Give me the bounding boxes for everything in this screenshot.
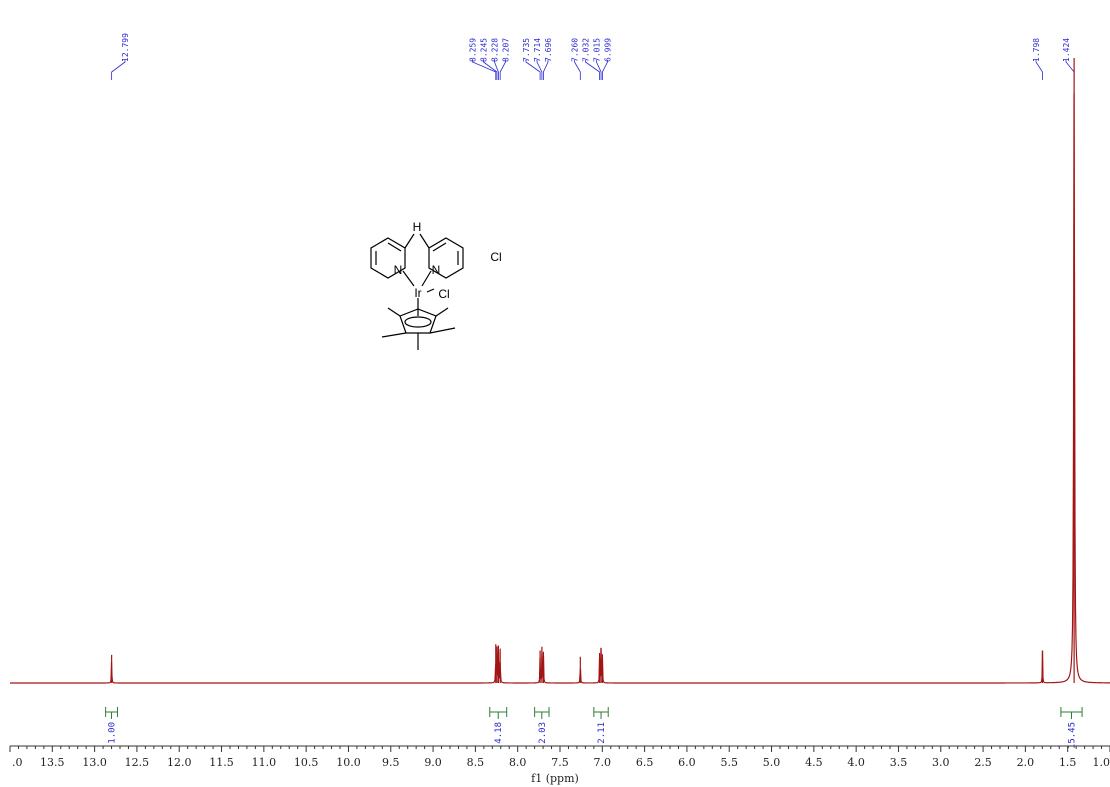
counter-ion-label: Cl bbox=[490, 250, 501, 264]
x-tick-label: 5.5 bbox=[720, 756, 738, 769]
x-tick-label: 12.0 bbox=[167, 756, 192, 769]
n-ir-bond-right bbox=[421, 270, 432, 287]
peak-label: 8.245 bbox=[480, 38, 489, 62]
peak-label-leader bbox=[601, 60, 608, 80]
peak-label: 8.228 bbox=[491, 38, 500, 62]
peak-label: 7.696 bbox=[544, 38, 553, 62]
x-tick-label: 6.0 bbox=[678, 756, 696, 769]
x-tick-label: 13.5 bbox=[40, 756, 65, 769]
ir-cl-bond bbox=[426, 288, 435, 293]
right-n-atom-label: N bbox=[432, 263, 441, 277]
spectrum-layer bbox=[10, 58, 1110, 684]
spectrum-line bbox=[10, 92, 1110, 684]
peak-label: 12.799 bbox=[121, 33, 130, 62]
peak-label-leader bbox=[111, 60, 126, 80]
x-tick-label: 4.5 bbox=[805, 756, 823, 769]
peak-label: 8.207 bbox=[502, 38, 511, 62]
x-tick-label: 5.0 bbox=[763, 756, 781, 769]
x-tick-label: 7.5 bbox=[551, 756, 569, 769]
x-tick-label: 3.0 bbox=[932, 756, 950, 769]
x-tick-label: 9.5 bbox=[382, 756, 400, 769]
peak-label: 8.259 bbox=[469, 38, 478, 62]
peak-label-leader bbox=[585, 60, 600, 80]
x-tick-label: 7.0 bbox=[594, 756, 612, 769]
peak-label: 7.032 bbox=[582, 38, 591, 62]
x-tick-label: 1.0 bbox=[1093, 756, 1110, 769]
methyl-bond bbox=[381, 332, 407, 338]
x-tick-label: 6.5 bbox=[636, 756, 654, 769]
peak-label: 7.260 bbox=[571, 38, 580, 62]
methyl-bond bbox=[435, 307, 449, 317]
x-tick-label: 9.0 bbox=[424, 756, 442, 769]
x-tick-label: 2.5 bbox=[974, 756, 992, 769]
peak-label-leader bbox=[499, 60, 506, 80]
right-ring-double-bond bbox=[432, 242, 447, 252]
peak-label-leader bbox=[472, 60, 497, 80]
peak-label-leader bbox=[596, 60, 602, 80]
x-tick-label: 10.0 bbox=[336, 756, 361, 769]
x-axis: .0 13.5 13.0 12.5 12.0 11.5 11.0 10.5 10.0 9.5 9.0… bbox=[9, 745, 1110, 769]
chemical-structure bbox=[370, 233, 464, 350]
peak-label-leader bbox=[1065, 60, 1075, 80]
peak-label-leader bbox=[543, 60, 549, 80]
cp-star-aromatic-ring bbox=[404, 316, 432, 328]
peak-label: 6.999 bbox=[604, 38, 613, 62]
x-tick-label: 8.5 bbox=[467, 756, 485, 769]
left-n-atom-label: N bbox=[394, 263, 403, 277]
integral-value: 2.11 bbox=[597, 722, 607, 744]
peak-label-leader bbox=[483, 60, 498, 80]
peak-label: 1.424 bbox=[1062, 38, 1071, 62]
peak-label-leader bbox=[574, 60, 581, 80]
peak-label-leader bbox=[494, 60, 499, 80]
x-tick-label: 1.5 bbox=[1059, 756, 1077, 769]
nh-bond-left bbox=[404, 233, 415, 249]
methyl-bond bbox=[387, 307, 401, 317]
cp-star-ring bbox=[399, 308, 437, 334]
n-ir-bond-left bbox=[402, 270, 415, 287]
x-tick-label: 13.0 bbox=[82, 756, 107, 769]
integral-value: 1.00 bbox=[108, 722, 118, 744]
peak-label: 1.798 bbox=[1032, 38, 1041, 62]
x-tick-label: 10.5 bbox=[294, 756, 319, 769]
x-tick-label: 4.0 bbox=[847, 756, 865, 769]
x-tick-label: .0 bbox=[12, 756, 23, 769]
peak-label-leader bbox=[525, 60, 541, 80]
x-tick-label: 3.5 bbox=[890, 756, 908, 769]
x-tick-label: 11.5 bbox=[209, 756, 234, 769]
nh-bond-right bbox=[419, 233, 430, 249]
peak-label: 7.714 bbox=[533, 38, 542, 62]
x-tick-label: 8.0 bbox=[509, 756, 527, 769]
peak-label-leader bbox=[1035, 60, 1043, 80]
x-tick-label: 2.0 bbox=[1017, 756, 1035, 769]
integral-value: 15.45 bbox=[1068, 722, 1078, 749]
nh-atom-label: H bbox=[413, 220, 422, 234]
peak-label-leader bbox=[536, 60, 543, 80]
x-tick-label: 12.5 bbox=[125, 756, 150, 769]
chloride-ligand-label: Cl bbox=[438, 287, 449, 301]
integral-value: 4.18 bbox=[494, 722, 504, 744]
peak-label: 7.735 bbox=[522, 38, 531, 62]
x-axis-label: f1 (ppm) bbox=[531, 772, 579, 785]
left-ring-double-bond bbox=[387, 242, 402, 252]
x-tick-label: 11.0 bbox=[252, 756, 277, 769]
integrals-layer: 1.00 4.18 2.03 2.11 15.45 bbox=[105, 707, 1083, 749]
peak-label: 7.015 bbox=[593, 38, 602, 62]
iridium-atom-label: Ir bbox=[414, 286, 421, 300]
integral-value: 2.03 bbox=[538, 722, 548, 744]
peak-labels-layer: 12.799 8.259 8.245 8.228 8.207 7.735 7.714 7.69… bbox=[111, 33, 1075, 80]
methyl-bond bbox=[429, 327, 456, 334]
